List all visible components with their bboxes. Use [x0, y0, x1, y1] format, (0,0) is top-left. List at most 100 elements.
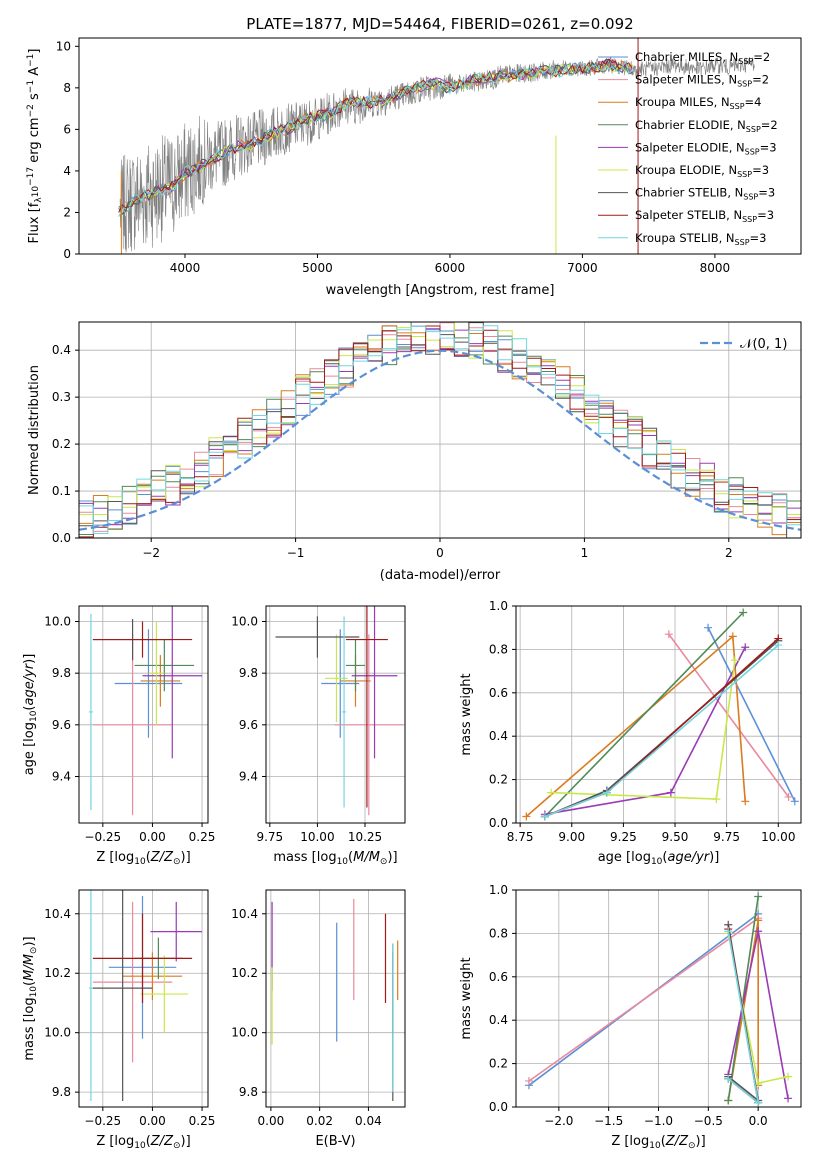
residual-histogram: [79, 322, 801, 535]
label-part: )]: [22, 936, 37, 946]
weight-vs-z-ytick-label: 0.6: [489, 970, 508, 984]
label-part: λ: [34, 197, 44, 203]
label-part: )]: [696, 1134, 706, 1149]
legend-subscript: SSP: [746, 125, 761, 134]
label-part: Flux [f: [27, 202, 42, 243]
weight-vs-age-xlabel: age [log10(age/yr)]: [598, 850, 720, 867]
label-part: 10: [29, 986, 39, 998]
legend-subscript: SSP: [743, 193, 758, 202]
mass-vs-ebv-ytick-label: 9.8: [239, 1085, 258, 1099]
legend-subscript: SSP: [737, 80, 752, 89]
spectrum-ytick-label: 10: [56, 39, 71, 53]
mass-vs-ebv-xlabel: E(B-V): [315, 1134, 355, 1149]
mass-vs-ebv-xtick-label: 0.04: [355, 1114, 382, 1128]
mass-weight-marker: [754, 927, 763, 936]
mass-weight-line: [707, 627, 796, 802]
age-vs-mass-marks: [275, 606, 404, 816]
mass-weight-marker: [774, 641, 783, 650]
mass-vs-z-xlabel: Z [log10(Z/Z⊙)]: [96, 1134, 190, 1151]
spectrum-xtick-label: 5000: [302, 261, 333, 275]
spectrum-ticks: 4000 5000 6000 7000 8000 0 2 4 6 8 10: [56, 39, 730, 275]
age-vs-mass-xtick-label: 10.00: [300, 830, 334, 844]
weight-vs-z-xlabel: Z [log10(Z/Z⊙)]: [611, 1134, 705, 1151]
weight-vs-age-ytick-label: 0.4: [489, 729, 508, 743]
weight-vs-z-ytick-label: 0.0: [489, 1100, 508, 1114]
label-part: Z/Z: [150, 1134, 174, 1149]
legend-entry: Salpeter MILES, NSSP=2: [635, 73, 769, 89]
mass-vs-z-frame: [78, 889, 209, 1108]
mass-weight-marker: [739, 608, 748, 617]
model-spectrum-line: [118, 60, 633, 217]
mass-vs-ebv-xtick-label: 0.00: [258, 1114, 285, 1128]
mass-vs-ebv-ytick-label: 10.0: [231, 1026, 258, 1040]
spectrum-xtick-label: 6000: [435, 261, 466, 275]
label-part: age [log: [598, 850, 651, 865]
weight-vs-z-frame: [515, 889, 802, 1108]
label-part: M/M: [353, 850, 380, 865]
label-part: −2: [26, 104, 36, 117]
legend-entry: Kroupa STELIB, NSSP=3: [635, 231, 766, 247]
legend-subscript: SSP: [742, 215, 757, 224]
parameter-panels: −0.25 0.00 0.259.49.69.810.0Z [log10(Z/Z⊙)…: [22, 599, 802, 1151]
legend-entry: Kroupa ELODIE, NSSP=3: [635, 163, 769, 179]
age-vs-z-ytick-label: 9.4: [52, 770, 71, 784]
mass-weight-marker: [728, 632, 737, 641]
label-part: 10: [649, 1141, 661, 1151]
mass-weight-marker: [704, 623, 713, 632]
label-part: age/yr: [667, 850, 710, 865]
weight-vs-age-ytick-label: 0.6: [489, 686, 508, 700]
mass-weight-marker: [741, 643, 750, 652]
mass-vs-z-xtick-label: 0.25: [189, 1114, 216, 1128]
mass-vs-ebv-ytick-label: 10.4: [231, 907, 258, 921]
residual-panel: −2 −1 0 1 2 0.0 0.1 0.2 0.3 0.4 𝒩(0, 1) (data-mod…: [27, 321, 802, 583]
age-vs-mass-xtick-label: 10.25: [348, 830, 382, 844]
residual-ytick-label: 0.0: [52, 531, 71, 545]
label-part: A: [27, 67, 42, 80]
age-vs-mass-ytick-label: 10.0: [231, 615, 258, 629]
label-part: s: [27, 93, 42, 104]
weight-vs-z-xtick-label: −0.5: [694, 1114, 723, 1128]
weight-vs-z-ylabel: mass weight: [459, 957, 474, 1039]
mass-weight-marker: [712, 795, 721, 804]
legend-series-name: Salpeter STELIB, N: [635, 208, 742, 222]
label-part: (: [348, 850, 353, 865]
legend-series-name: Chabrier MILES, N: [635, 50, 738, 64]
weight-vs-age-xtick-label: 10.00: [761, 830, 795, 844]
weight-vs-age-ytick-label: 0.0: [489, 816, 508, 830]
mass-weight-marker: [724, 1096, 733, 1105]
legend-subscript: SSP: [738, 57, 753, 66]
label-part: age [log: [22, 722, 37, 775]
spectrum-ytick-label: 2: [63, 205, 71, 219]
label-part: −1: [26, 54, 36, 67]
mass-weight-line: [528, 917, 759, 1082]
residual-ytick-label: 0.2: [52, 437, 71, 451]
legend-count: =2: [753, 50, 770, 64]
mass-weight-marker: [522, 812, 531, 821]
label-part: ⊙: [173, 1141, 181, 1151]
label-part: −1: [26, 80, 36, 93]
mass-weight-marker: [784, 792, 793, 801]
residual-histograms: [79, 322, 801, 538]
residual-ytick-label: 0.3: [52, 390, 71, 404]
label-part: erg cm: [27, 117, 42, 166]
mass-weight-marker: [741, 797, 750, 806]
weight-vs-age-xtick-label: 9.00: [558, 830, 585, 844]
weight-vs-z-panel: −2.0 −1.5 −1.0 −0.5 0.0 0.0 0.2 0.4 0.6 0.8 1.0 Z […: [459, 883, 802, 1151]
weight-vs-age-xtick-label: 8.75: [507, 830, 534, 844]
figure-title: PLATE=1877, MJD=54464, FIBERID=0261, z=0…: [246, 15, 633, 33]
mass-weight-marker: [602, 788, 611, 797]
age-vs-z-xtick-label: 0.00: [139, 830, 166, 844]
legend-count: =3: [752, 163, 769, 177]
label-part: )]: [181, 1134, 191, 1149]
label-part: mass [log: [22, 997, 37, 1060]
legend-series-name: Kroupa MILES, N: [635, 95, 730, 109]
label-part: M/M: [22, 954, 37, 981]
label-part: 10: [651, 857, 663, 867]
mass-weight-marker: [547, 788, 556, 797]
label-part: 10: [134, 857, 146, 867]
mass-weight-marker: [784, 1072, 793, 1081]
legend-series-name: Salpeter ELODIE, N: [635, 140, 745, 154]
label-part: (: [661, 1134, 666, 1149]
legend-count: =4: [745, 95, 762, 109]
spectrum-xlabel: wavelength [Angstrom, rest frame]: [326, 283, 555, 298]
